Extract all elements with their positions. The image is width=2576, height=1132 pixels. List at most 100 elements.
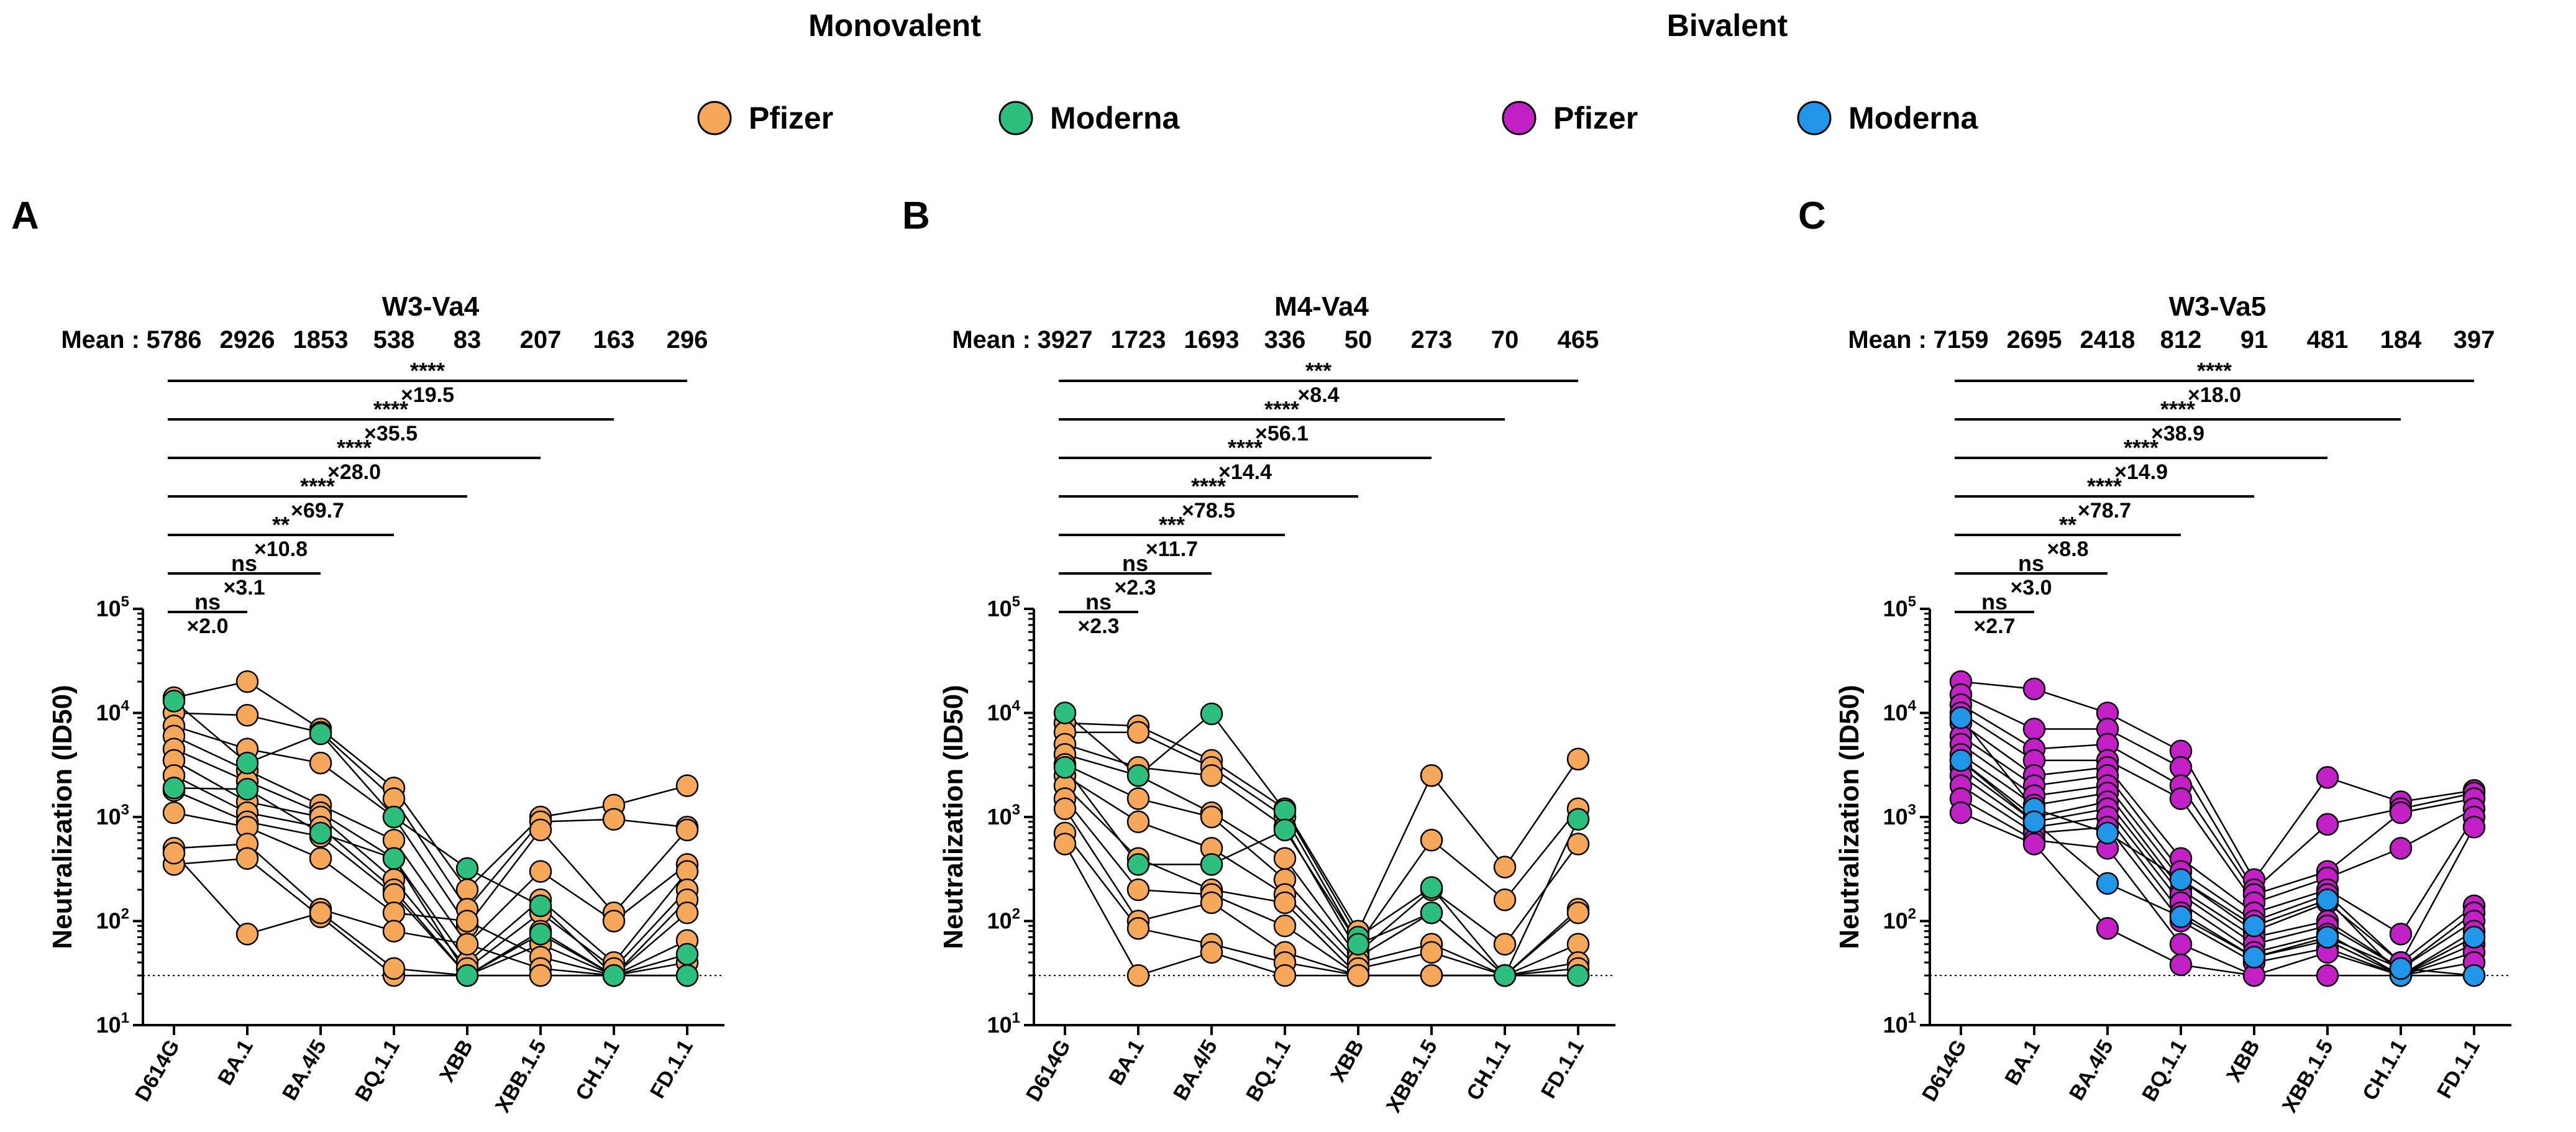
data-point-moderna-xbb-1-5	[1420, 876, 1443, 899]
data-point-pfizer-fd-1-1	[1566, 901, 1590, 924]
legend-marker-pfizer-bivalent	[1502, 101, 1537, 135]
data-point-pfizer-ba-1	[235, 703, 259, 727]
data-point-pfizer-ba-1	[235, 670, 259, 693]
data-point-moderna-ch-1-1	[1493, 964, 1517, 987]
mean-label: Mean :	[61, 326, 140, 354]
data-point-moderna-xbb-1-5	[2316, 888, 2339, 911]
data-point-pfizer-ba-4-5	[2096, 917, 2119, 940]
subject-line-pfizer	[1065, 731, 1579, 946]
y-tick-exponent: 3	[1012, 801, 1020, 818]
mean-value-xbb-1-5: 273	[1411, 326, 1453, 354]
data-point-pfizer-xbb	[455, 933, 479, 956]
y-tick-exponent: 4	[121, 698, 130, 714]
x-tick-label-xbb-1-5: XBB.1.5	[1382, 1036, 1442, 1116]
fold-change-label-ba-1: ×2.0	[186, 614, 228, 638]
significance-label-ch-1-1: ****	[1264, 396, 1299, 422]
significance-label-ba-4-5: ns	[231, 550, 257, 576]
x-tick-label-xbb-1-5: XBB.1.5	[2278, 1036, 2338, 1116]
legend-label-pfizer-monovalent: Pfizer	[749, 101, 833, 135]
data-point-pfizer-ba-1	[1126, 721, 1150, 744]
mean-value-xbb-1-5: 207	[520, 326, 562, 354]
data-point-pfizer-bq-1-1	[1273, 964, 1297, 987]
panel-letter-b: B	[902, 194, 930, 237]
subject-line-pfizer	[173, 759, 688, 970]
fold-change-label-fd-1-1: ×19.5	[401, 383, 454, 407]
data-point-moderna-ba-4-5	[2096, 821, 2119, 845]
fold-change-label-bq-1-1: ×11.7	[1146, 537, 1198, 561]
data-point-pfizer-ba-1	[235, 847, 259, 870]
legend-marker-moderna-monovalent	[998, 101, 1033, 135]
y-tick-exponent: 1	[1012, 1010, 1020, 1026]
y-tick-exponent: 2	[121, 906, 129, 923]
legend-label-moderna-monovalent: Moderna	[1050, 101, 1181, 135]
y-tick-exponent: 5	[121, 593, 129, 610]
legend-marker-moderna-bivalent	[1797, 101, 1832, 135]
fold-change-label-ba-4-5: ×2.3	[1114, 576, 1156, 600]
subject-line-pfizer	[1960, 811, 2474, 977]
subject-line-pfizer	[173, 680, 688, 892]
data-point-pfizer-d614g	[1053, 797, 1077, 820]
x-tick-label-xbb: XBB	[435, 1036, 478, 1086]
x-tick-label-xbb: XBB	[1326, 1036, 1369, 1086]
data-point-pfizer-ba-4-5	[1200, 891, 1223, 915]
fold-change-label-ba-1: ×2.7	[1973, 614, 2015, 638]
y-tick-label: 105	[96, 593, 129, 621]
data-point-moderna-ba-1	[2022, 810, 2046, 833]
chart-title: W3-Va4	[382, 291, 480, 322]
data-point-pfizer-d614g	[162, 841, 186, 865]
subject-line-pfizer	[1960, 680, 2475, 882]
data-point-pfizer-xbb-1-5	[1420, 941, 1443, 964]
significance-label-bq-1-1: **	[2059, 512, 2076, 537]
y-tick-label: 103	[987, 801, 1020, 829]
data-point-moderna-bq-1-1	[2169, 868, 2193, 892]
mean-value-fd-1-1: 465	[1558, 326, 1599, 354]
significance-label-ba-1: ns	[1085, 589, 1112, 614]
subject-line-moderna	[1064, 767, 1578, 977]
significance-label-xbb: ****	[300, 473, 335, 499]
fold-change-label-xbb: ×78.7	[2078, 499, 2131, 523]
fold-change-label-ba-1: ×2.3	[1077, 614, 1119, 638]
mean-value-ba-1: 2695	[2007, 326, 2062, 354]
data-point-moderna-xbb	[2242, 946, 2266, 969]
x-tick-label-fd-1-1: FD.1.1	[1537, 1036, 1589, 1102]
y-axis-label: Neutralization (ID50)	[1834, 685, 1865, 949]
y-tick-label: 104	[987, 698, 1021, 726]
data-point-pfizer-xbb-1-5	[2316, 964, 2339, 987]
fold-change-label-fd-1-1: ×8.4	[1297, 383, 1339, 407]
data-point-moderna-bq-1-1	[2169, 905, 2193, 928]
subject-line-pfizer	[1064, 743, 1579, 954]
data-point-moderna-d614g	[1053, 701, 1077, 724]
mean-value-xbb: 50	[1345, 326, 1372, 354]
y-axis-label: Neutralization (ID50)	[47, 685, 78, 949]
subject-line-pfizer	[173, 852, 687, 977]
y-tick-label: 102	[1883, 906, 1916, 934]
y-tick-label: 101	[1883, 1010, 1916, 1038]
data-point-moderna-ba-4-5	[309, 821, 332, 845]
y-tick-exponent: 4	[1012, 698, 1021, 714]
subject-line-pfizer	[1064, 722, 1579, 933]
fold-change-label-fd-1-1: ×18.0	[2188, 383, 2241, 407]
y-tick-label: 104	[1883, 698, 1917, 726]
data-point-moderna-fd-1-1	[675, 964, 699, 987]
data-point-pfizer-ba-1	[1126, 917, 1150, 940]
data-point-pfizer-ch-1-1	[2389, 801, 2413, 824]
data-point-pfizer-ch-1-1	[1493, 856, 1517, 879]
significance-label-xbb-1-5: ****	[337, 435, 372, 460]
significance-label-fd-1-1: ****	[2197, 358, 2232, 383]
y-tick-label: 101	[96, 1010, 129, 1038]
data-point-pfizer-xbb-1-5	[1420, 964, 1443, 987]
data-point-pfizer-bq-1-1	[2169, 933, 2193, 956]
data-point-pfizer-xbb-1-5	[2316, 813, 2339, 836]
fold-change-label-bq-1-1: ×10.8	[254, 537, 308, 561]
group-header-monovalent: Monovalent	[808, 8, 981, 43]
mean-label: Mean :	[952, 326, 1031, 354]
data-point-pfizer-d614g	[1949, 801, 1973, 824]
mean-value-xbb: 91	[2240, 326, 2268, 354]
data-point-pfizer-bq-1-1	[382, 920, 406, 943]
legend-marker-pfizer-monovalent	[697, 101, 732, 135]
data-point-pfizer-ba-4-5	[309, 751, 332, 775]
subject-line-pfizer	[173, 843, 688, 977]
data-point-pfizer-bq-1-1	[1273, 847, 1297, 870]
data-point-pfizer-xbb-1-5	[1420, 764, 1443, 787]
